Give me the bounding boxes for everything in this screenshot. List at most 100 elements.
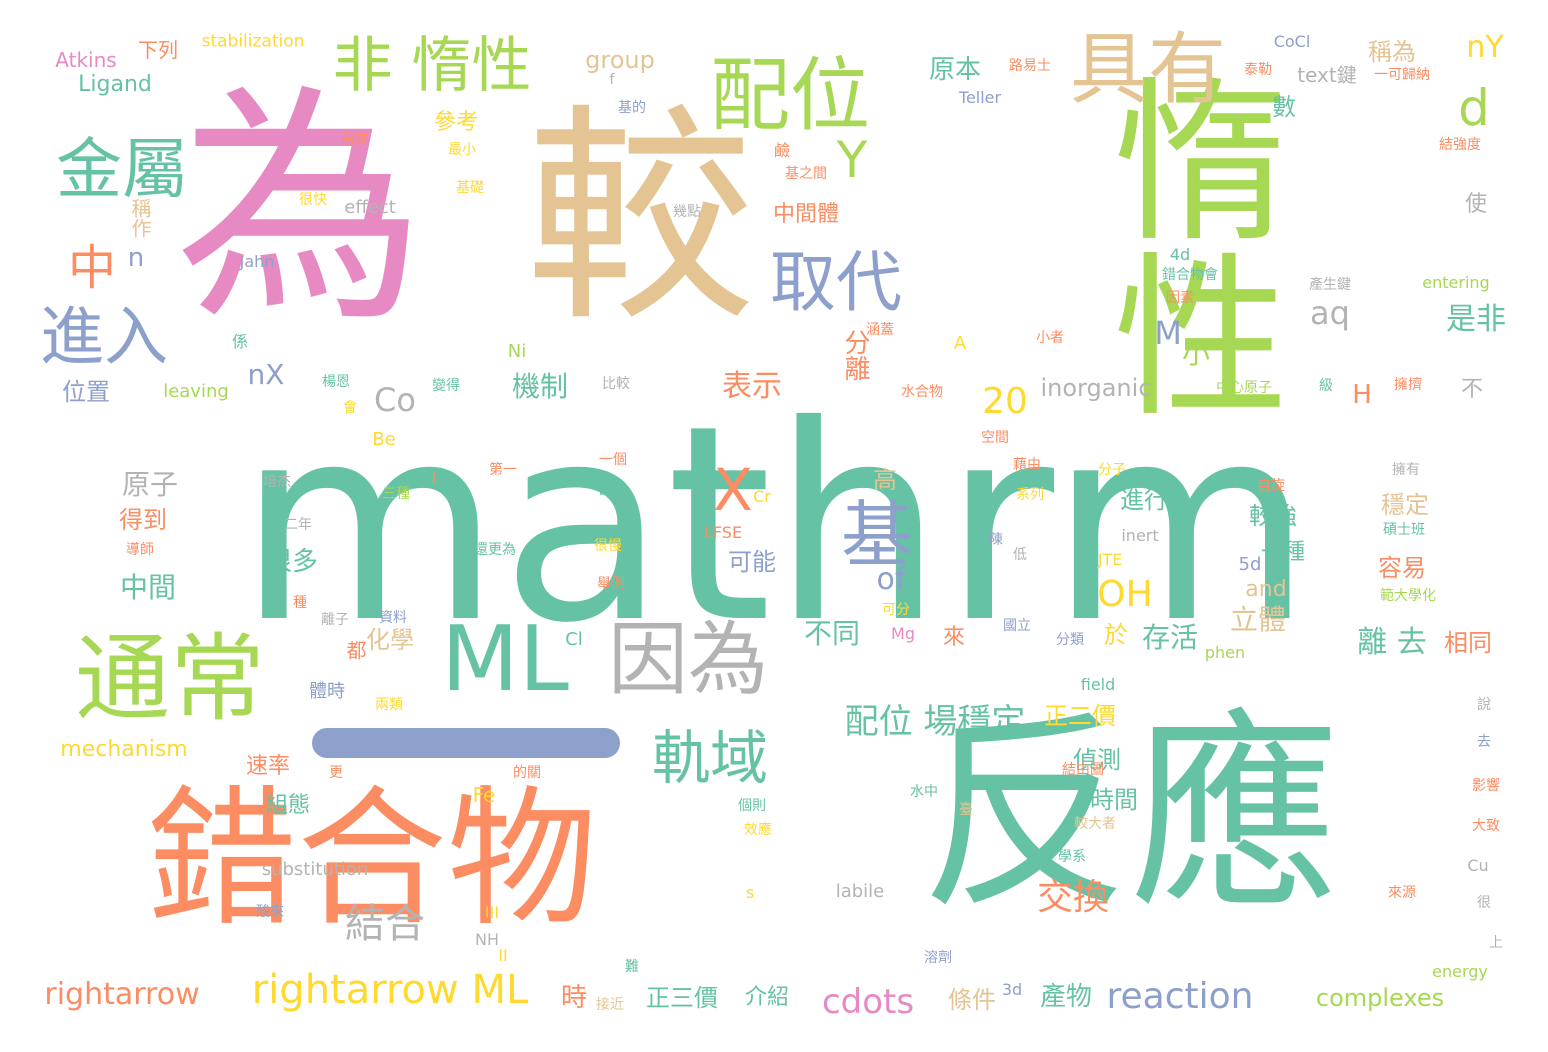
- word-nh: NH: [475, 930, 499, 949]
- word-entering: entering: [1422, 273, 1490, 292]
- word-jizhi: 機制: [511, 370, 569, 403]
- word-suanlai: 酸來: [256, 904, 284, 920]
- word-ny: nY: [1466, 30, 1504, 65]
- word-cuoheowhui: 錯合物會: [1162, 267, 1218, 283]
- word-zixuan: 自旋: [1257, 478, 1285, 494]
- word-yingxiang: 影響: [1472, 778, 1500, 794]
- word-x: X: [713, 456, 753, 524]
- word-sulv: 速率: [245, 754, 291, 779]
- word-aq: aq: [1310, 294, 1350, 332]
- word-mg: Mg: [891, 624, 915, 643]
- word-substitution: substitution: [261, 859, 369, 880]
- word-f: f: [609, 72, 615, 88]
- word-daoshi: 導師: [126, 542, 154, 558]
- word-dazhi: 大致: [1472, 818, 1500, 834]
- word-co: Co: [374, 381, 416, 419]
- word-huangengwei: 還更為: [474, 542, 516, 558]
- word-juyou: 具有: [1069, 25, 1227, 115]
- word-a: A: [953, 333, 967, 354]
- word-xiaozhe: 小者: [1036, 330, 1064, 346]
- word-i: I: [431, 468, 437, 487]
- word-chanwu: 產物: [1039, 982, 1093, 1012]
- word-jieyou: 藉由: [1013, 457, 1041, 473]
- word-jiaohuan: 交換: [1036, 877, 1110, 918]
- word-inorganic: inorganic: [1040, 374, 1152, 402]
- word-lianglei: 兩類: [375, 697, 403, 713]
- word-n: n: [127, 243, 145, 273]
- word-jte: JTE: [1097, 550, 1123, 569]
- word-jiaoqiang: 較強: [1249, 502, 1297, 530]
- word-zhongjian: 中間: [119, 571, 177, 604]
- word-bijiao: 比較: [602, 376, 630, 392]
- word-cl: Cl: [565, 629, 583, 650]
- word-tishi: 體時: [309, 681, 345, 702]
- word-lizi: 離子: [321, 612, 349, 628]
- word-lfse: LFSE: [703, 523, 743, 542]
- word-jiehe: 結合: [345, 901, 425, 947]
- word-cuoheow: 錯合物: [146, 773, 598, 947]
- word-rightarrow-ml: rightarrow ML: [251, 967, 529, 1013]
- word-shi2: 使: [1464, 192, 1488, 217]
- word-liqu: 離 去: [1357, 625, 1427, 660]
- word-yizhong: 一種: [1260, 540, 1306, 565]
- word-xilie: 系列: [1016, 487, 1044, 503]
- word-y: Y: [836, 131, 868, 189]
- word-field: field: [1080, 675, 1116, 694]
- word-ligand: Ligand: [78, 72, 152, 97]
- word-oh: OH: [1097, 574, 1153, 615]
- word-reaction: reaction: [1106, 976, 1254, 1017]
- word-duoxing: 惰性: [1083, 70, 1287, 420]
- word-and: and: [1245, 577, 1287, 602]
- word-xuexi: 學系: [1058, 849, 1086, 865]
- word-kongjian: 空間: [981, 430, 1009, 446]
- word-hen: 很: [1477, 895, 1491, 911]
- word-zuixiao: 最小: [448, 142, 476, 158]
- word-zhengerjia: 正二價: [1044, 702, 1116, 730]
- word-nan: 難: [625, 959, 639, 975]
- word-gao: 高: [873, 466, 897, 494]
- word-henduo: 很多: [265, 547, 319, 577]
- word-biande: 變得: [432, 378, 460, 394]
- word-fandaxuehua: 範大學化: [1380, 588, 1436, 604]
- word-ji: 基: [840, 493, 914, 577]
- word-peiwei: 配位: [710, 49, 870, 142]
- word-nx: nX: [247, 358, 285, 391]
- word-biaoshi: 表示: [722, 369, 782, 404]
- word-jahn: Jahn: [239, 252, 275, 271]
- word-ernian: 二年: [284, 517, 312, 533]
- word-sanzhong: 三種: [382, 486, 410, 502]
- word-yuanben: 原本: [928, 55, 982, 85]
- word-h: H: [1352, 380, 1372, 410]
- word-geng: 更: [329, 765, 343, 781]
- word-tuyi: 圖一: [599, 482, 627, 498]
- word-geze: 個則: [738, 798, 766, 814]
- word-fe: Fe: [472, 783, 496, 807]
- word-xiaoying: 效應: [744, 822, 772, 838]
- word-tiaojian: 條件: [948, 986, 996, 1014]
- word-yangen: 楊恩: [322, 374, 350, 390]
- word-qudai: 取代: [770, 244, 902, 321]
- word-zhengsanjia: 正三價: [646, 984, 718, 1012]
- word-text-jian: text鍵: [1297, 63, 1357, 87]
- word-henkuai: 很快: [299, 192, 327, 208]
- word-leaving: leaving: [163, 381, 229, 402]
- word-xiangtong: 相同: [1444, 629, 1492, 657]
- word-20: 20: [982, 381, 1028, 422]
- word-jian: 鹼: [771, 142, 790, 158]
- word-atkins: Atkins: [55, 48, 117, 72]
- word-henman: 很慢: [594, 538, 622, 554]
- word-hangai: 涵蓋: [866, 322, 894, 338]
- word-be: Be: [372, 429, 396, 450]
- word-xi: 係: [231, 332, 249, 351]
- word-cdots: cdots: [821, 982, 915, 1022]
- word-complexes: complexes: [1315, 984, 1445, 1012]
- word-chang-wending: 配位 場穩定: [844, 702, 1026, 742]
- word-taile: 泰勒: [1244, 62, 1272, 78]
- word-yinsu: 因素: [1166, 290, 1194, 306]
- word-inert: inert: [1121, 526, 1159, 545]
- word-cankao: 參考: [433, 110, 479, 135]
- word-jidian: 幾點: [673, 204, 701, 220]
- word-jinxing: 進行: [1120, 486, 1168, 514]
- word-yikeguina: 一可歸納: [1374, 67, 1430, 83]
- word-jieqiangdu: 結強度: [1439, 137, 1481, 153]
